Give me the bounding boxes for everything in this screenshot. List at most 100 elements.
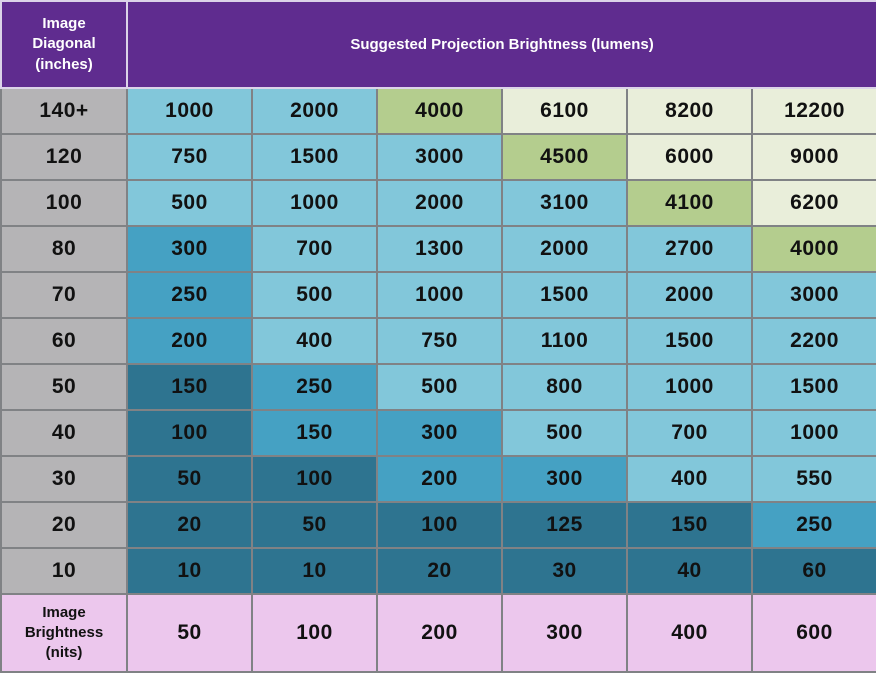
- row-header-diagonal: 50: [0, 363, 128, 411]
- lumens-cell: 20: [376, 547, 503, 595]
- lumens-cell: 125: [501, 501, 628, 549]
- nits-value-cell: 600: [750, 593, 876, 673]
- table-row: 100 500 1000 2000 3100 4100 6200: [0, 179, 876, 227]
- lumens-cell: 12200: [750, 87, 876, 135]
- lumens-cell: 250: [251, 363, 378, 411]
- lumens-cell: 100: [126, 409, 253, 457]
- lumens-cell: 200: [126, 317, 253, 365]
- lumens-cell: 2700: [626, 225, 753, 273]
- table-row: 30 50 100 200 300 400 550: [0, 455, 876, 503]
- lumens-cell: 800: [501, 363, 628, 411]
- lumens-cell: 200: [376, 455, 503, 503]
- lumens-cell: 250: [126, 271, 253, 319]
- header-row: Image Diagonal (inches) Suggested Projec…: [0, 0, 876, 89]
- lumens-cell: 8200: [626, 87, 753, 135]
- lumens-cell: 50: [251, 501, 378, 549]
- lumens-cell: 750: [376, 317, 503, 365]
- row-header-diagonal: 80: [0, 225, 128, 273]
- row-header-diagonal: 120: [0, 133, 128, 181]
- lumens-cell: 1000: [251, 179, 378, 227]
- lumens-cell: 6200: [750, 179, 876, 227]
- lumens-cell: 4000: [376, 87, 503, 135]
- lumens-cell: 100: [251, 455, 378, 503]
- lumens-cell: 1300: [376, 225, 503, 273]
- nits-value-cell: 200: [376, 593, 503, 673]
- lumens-cell: 2000: [626, 271, 753, 319]
- lumens-cell: 30: [501, 547, 628, 595]
- lumens-cell: 2000: [501, 225, 628, 273]
- lumens-cell: 3100: [501, 179, 628, 227]
- lumens-cell: 250: [750, 501, 876, 549]
- row-header-diagonal: 60: [0, 317, 128, 365]
- row-header-diagonal: 30: [0, 455, 128, 503]
- lumens-cell: 1100: [501, 317, 628, 365]
- table-row: 140+ 1000 2000 4000 6100 8200 12200: [0, 87, 876, 135]
- nits-value-cell: 50: [126, 593, 253, 673]
- table-row: 20 20 50 100 125 150 250: [0, 501, 876, 549]
- table-row: 120 750 1500 3000 4500 6000 9000: [0, 133, 876, 181]
- table-body: 140+ 1000 2000 4000 6100 8200 12200 120 750 1500 3…: [0, 87, 876, 595]
- row-header-diagonal: 10: [0, 547, 128, 595]
- lumens-cell: 6000: [626, 133, 753, 181]
- lumens-cell: 20: [126, 501, 253, 549]
- lumens-cell: 3000: [750, 271, 876, 319]
- lumens-cell: 4100: [626, 179, 753, 227]
- corner-header-image-diagonal: Image Diagonal (inches): [0, 0, 128, 89]
- row-header-diagonal: 20: [0, 501, 128, 549]
- lumens-cell: 750: [126, 133, 253, 181]
- lumens-cell: 4500: [501, 133, 628, 181]
- row-header-diagonal: 40: [0, 409, 128, 457]
- lumens-cell: 40: [626, 547, 753, 595]
- lumens-cell: 4000: [750, 225, 876, 273]
- table-title: Suggested Projection Brightness (lumens): [125, 0, 876, 89]
- table-row: 50 150 250 500 800 1000 1500: [0, 363, 876, 411]
- lumens-cell: 50: [126, 455, 253, 503]
- lumens-cell: 10: [251, 547, 378, 595]
- lumens-cell: 550: [750, 455, 876, 503]
- lumens-cell: 1500: [750, 363, 876, 411]
- nits-value-cell: 100: [251, 593, 378, 673]
- lumens-cell: 1000: [750, 409, 876, 457]
- lumens-cell: 1000: [626, 363, 753, 411]
- lumens-cell: 10: [126, 547, 253, 595]
- footer-row: Image Brightness (nits) 50 100 200 300 400 60…: [0, 593, 876, 673]
- lumens-cell: 3000: [376, 133, 503, 181]
- table-row: 70 250 500 1000 1500 2000 3000: [0, 271, 876, 319]
- lumens-cell: 100: [376, 501, 503, 549]
- lumens-cell: 700: [251, 225, 378, 273]
- lumens-cell: 9000: [750, 133, 876, 181]
- row-header-diagonal: 100: [0, 179, 128, 227]
- lumens-cell: 300: [501, 455, 628, 503]
- lumens-cell: 150: [126, 363, 253, 411]
- lumens-cell: 500: [376, 363, 503, 411]
- corner-footer-image-brightness: Image Brightness (nits): [0, 593, 128, 673]
- lumens-cell: 1000: [376, 271, 503, 319]
- lumens-cell: 1500: [501, 271, 628, 319]
- lumens-cell: 400: [251, 317, 378, 365]
- lumens-cell: 1500: [251, 133, 378, 181]
- table-row: 40 100 150 300 500 700 1000: [0, 409, 876, 457]
- lumens-cell: 400: [626, 455, 753, 503]
- lumens-cell: 700: [626, 409, 753, 457]
- nits-value-cell: 400: [626, 593, 753, 673]
- lumens-cell: 300: [126, 225, 253, 273]
- lumens-cell: 500: [251, 271, 378, 319]
- lumens-cell: 60: [750, 547, 876, 595]
- row-header-diagonal: 140+: [0, 87, 128, 135]
- nits-value-cell: 300: [501, 593, 628, 673]
- lumens-cell: 1000: [126, 87, 253, 135]
- lumens-cell: 150: [626, 501, 753, 549]
- lumens-cell: 1500: [626, 317, 753, 365]
- table-row: 10 10 10 20 30 40 60: [0, 547, 876, 595]
- lumens-cell: 2000: [251, 87, 378, 135]
- table-row: 80 300 700 1300 2000 2700 4000: [0, 225, 876, 273]
- lumens-cell: 2000: [376, 179, 503, 227]
- lumens-cell: 300: [376, 409, 503, 457]
- row-header-diagonal: 70: [0, 271, 128, 319]
- lumens-cell: 150: [251, 409, 378, 457]
- lumens-cell: 2200: [750, 317, 876, 365]
- lumens-cell: 500: [501, 409, 628, 457]
- table-row: 60 200 400 750 1100 1500 2200: [0, 317, 876, 365]
- lumens-cell: 6100: [501, 87, 628, 135]
